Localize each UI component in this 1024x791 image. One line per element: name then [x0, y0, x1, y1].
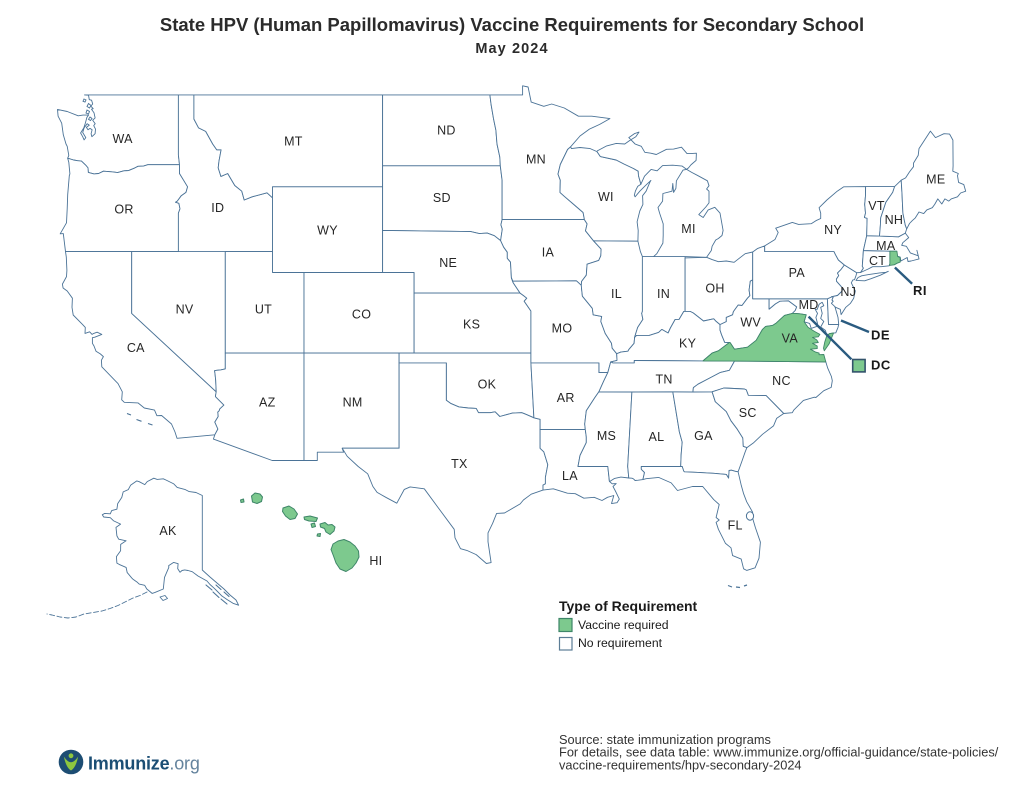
svg-text:PA: PA	[789, 266, 806, 280]
svg-text:WI: WI	[598, 190, 614, 204]
svg-text:Vaccine required: Vaccine required	[578, 618, 669, 632]
svg-text:AR: AR	[557, 391, 575, 405]
svg-text:VT: VT	[868, 199, 885, 213]
svg-text:MA: MA	[876, 239, 896, 253]
svg-text:NM: NM	[343, 395, 363, 409]
svg-text:IL: IL	[611, 287, 622, 301]
svg-text:OR: OR	[114, 202, 133, 216]
svg-text:No requirement: No requirement	[578, 636, 663, 650]
svg-text:MT: MT	[284, 134, 303, 148]
svg-text:OK: OK	[478, 377, 497, 391]
svg-text:MD: MD	[799, 298, 819, 312]
svg-text:Type of Requirement: Type of Requirement	[559, 598, 698, 614]
svg-text:ME: ME	[926, 172, 945, 186]
svg-text:ID: ID	[211, 201, 224, 215]
svg-text:VA: VA	[782, 332, 799, 346]
svg-text:AK: AK	[159, 524, 177, 538]
svg-text:NJ: NJ	[840, 285, 856, 299]
svg-text:vaccine-requirements/hpv-secon: vaccine-requirements/hpv-secondary-2024	[559, 757, 802, 772]
svg-text:State HPV (Human Papillomaviru: State HPV (Human Papillomavirus) Vaccine…	[160, 14, 864, 35]
svg-text:KY: KY	[679, 337, 697, 351]
svg-text:MI: MI	[681, 222, 696, 236]
svg-text:MN: MN	[526, 153, 546, 167]
svg-text:IN: IN	[657, 287, 670, 301]
svg-text:AL: AL	[648, 430, 664, 444]
svg-text:MS: MS	[597, 429, 616, 443]
svg-text:DE: DE	[871, 328, 890, 343]
svg-text:Immunize.org: Immunize.org	[88, 754, 200, 774]
svg-text:WV: WV	[740, 315, 761, 329]
svg-text:HI: HI	[369, 554, 382, 568]
svg-text:NH: NH	[885, 213, 904, 227]
svg-text:NY: NY	[824, 223, 842, 237]
svg-text:RI: RI	[913, 283, 927, 298]
svg-text:MO: MO	[552, 322, 573, 336]
svg-text:WY: WY	[317, 224, 338, 238]
svg-text:May 2024: May 2024	[475, 41, 548, 57]
svg-text:GA: GA	[694, 429, 713, 443]
svg-text:NE: NE	[439, 256, 457, 270]
svg-text:FL: FL	[728, 518, 743, 532]
svg-text:SC: SC	[739, 406, 757, 420]
svg-text:TN: TN	[655, 372, 672, 386]
svg-text:TX: TX	[451, 457, 468, 471]
svg-text:AZ: AZ	[259, 395, 276, 409]
svg-text:LA: LA	[562, 469, 578, 483]
svg-text:DC: DC	[871, 358, 891, 373]
svg-text:SD: SD	[433, 191, 451, 205]
svg-text:WA: WA	[113, 132, 134, 146]
svg-text:CA: CA	[127, 341, 145, 355]
svg-text:ND: ND	[437, 124, 456, 138]
svg-text:IA: IA	[542, 246, 555, 260]
svg-text:OH: OH	[705, 282, 724, 296]
svg-text:For details, see data table: w: For details, see data table: www.immuniz…	[559, 745, 999, 760]
svg-text:NC: NC	[772, 374, 791, 388]
svg-text:NV: NV	[176, 303, 194, 317]
svg-text:CO: CO	[352, 308, 371, 322]
svg-text:KS: KS	[463, 318, 480, 332]
svg-text:Source: state immunization pro: Source: state immunization programs	[559, 732, 771, 747]
svg-text:CT: CT	[869, 254, 886, 268]
svg-text:UT: UT	[255, 303, 272, 317]
